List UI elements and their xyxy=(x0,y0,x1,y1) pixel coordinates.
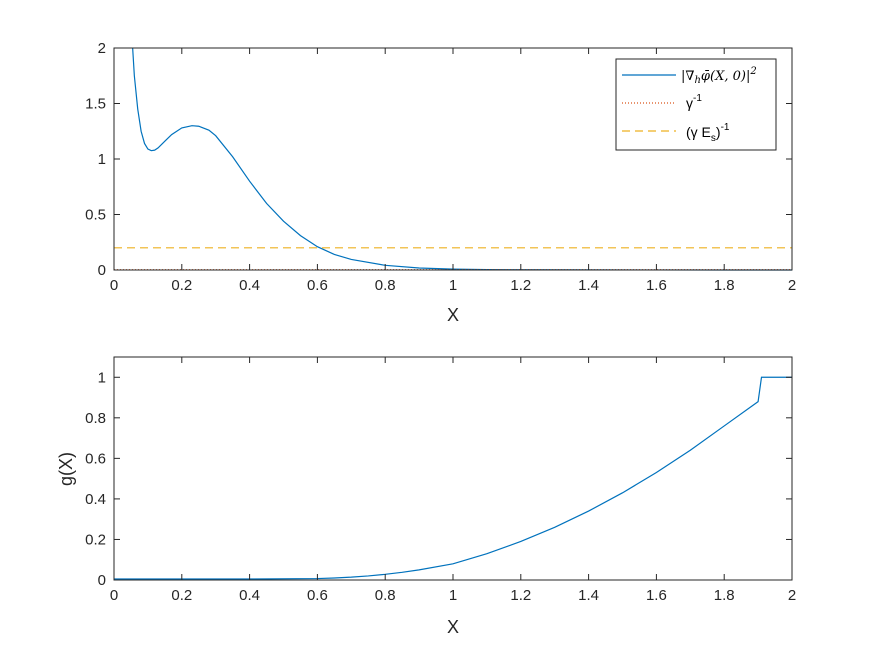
bottom-y-axis-label: g(X) xyxy=(56,452,76,486)
top-x-tick-label: 0.8 xyxy=(375,277,396,294)
legend-es-sub: s xyxy=(711,133,716,144)
top-x-tick-label: 0 xyxy=(110,277,118,294)
legend-gamma-base: γ xyxy=(686,95,693,111)
bottom-y-tick-label: 0 xyxy=(98,572,106,589)
bottom-subplot: 0 0.2 0.4 0.6 0.8 1 1.2 1.4 1.6 1.8 2 0 0.2 0.4 0.6 0.8… xyxy=(56,356,796,637)
top-x-tick-label: 1.2 xyxy=(510,277,531,294)
legend-label-gradient: |∇hφ̄(X, 0)|2 xyxy=(681,66,757,86)
legend-gamma-sup: -1 xyxy=(693,93,702,104)
bottom-ticks-group: 0 0.2 0.4 0.6 0.8 1 1.2 1.4 1.6 1.8 2 0 0.2 0.4 0.6 0.8… xyxy=(85,357,796,604)
top-x-axis-label: X xyxy=(447,305,459,325)
legend-label-gamma: γ-1 xyxy=(686,93,702,111)
top-x-tick-label: 0.4 xyxy=(239,277,260,294)
bottom-x-tick-label: 1.4 xyxy=(578,587,599,604)
bottom-x-tick-label: 0.4 xyxy=(239,587,260,604)
bottom-series-line-0 xyxy=(114,376,792,580)
top-subplot: 0 0.2 0.4 0.6 0.8 1 1.2 1.4 1.6 1.8 2 0 0.5 1 1.5 2 X |… xyxy=(85,40,796,325)
top-x-tick-label: 2 xyxy=(788,277,796,294)
top-x-tick-label: 1.4 xyxy=(578,277,599,294)
bottom-x-tick-label: 1.6 xyxy=(646,587,667,604)
top-x-tick-label: 1.6 xyxy=(646,277,667,294)
bottom-series-group xyxy=(114,376,792,580)
bottom-y-tick-label: 0.4 xyxy=(85,491,106,508)
top-y-tick-label: 1 xyxy=(98,151,106,168)
top-y-tick-label: 0.5 xyxy=(85,207,106,224)
bottom-x-axis-label: X xyxy=(447,617,459,637)
top-x-tick-label: 1.8 xyxy=(714,277,735,294)
top-y-tick-label: 2 xyxy=(98,40,106,57)
bottom-x-tick-label: 0.2 xyxy=(171,587,192,604)
legend-es-close: ) xyxy=(716,124,721,140)
bottom-x-tick-label: 0.6 xyxy=(307,587,328,604)
bottom-x-tick-label: 1.2 xyxy=(510,587,531,604)
top-x-tick-label: 0.6 xyxy=(307,277,328,294)
legend-gradient-phi: φ̄ xyxy=(701,69,711,84)
bottom-y-tick-label: 0.6 xyxy=(85,450,106,467)
legend-es-base: (γ E xyxy=(686,124,711,140)
top-y-tick-label: 0 xyxy=(98,262,106,279)
bottom-x-tick-label: 2 xyxy=(788,587,796,604)
bottom-x-tick-label: 1.8 xyxy=(714,587,735,604)
bottom-plot-area xyxy=(114,357,792,580)
bottom-x-tick-label: 0 xyxy=(110,587,118,604)
legend-gradient-sub: h xyxy=(694,75,700,86)
legend-box xyxy=(615,58,777,151)
bottom-x-tick-label: 0.8 xyxy=(375,587,396,604)
bottom-x-tick-label: 1 xyxy=(449,587,457,604)
top-x-tick-label: 0.2 xyxy=(171,277,192,294)
top-ticks-group: 0 0.2 0.4 0.6 0.8 1 1.2 1.4 1.6 1.8 2 0 0.5 1 1.5 2 xyxy=(85,40,796,294)
legend-gradient-part-1: |∇ xyxy=(681,69,694,84)
legend-es-sup: -1 xyxy=(721,122,730,133)
legend-gradient-sup: 2 xyxy=(749,66,756,77)
top-y-tick-label: 1.5 xyxy=(85,96,106,113)
top-series-line-0 xyxy=(132,47,793,271)
bottom-y-tick-label: 1 xyxy=(98,369,106,386)
top-x-tick-label: 1 xyxy=(449,277,457,294)
legend-gradient-part-2: (X, 0)| xyxy=(710,69,750,84)
bottom-y-tick-label: 0.2 xyxy=(85,531,106,548)
legend-label-es: (γ Es)-1 xyxy=(686,122,730,144)
legend: |∇hφ̄(X, 0)|2 γ-1 (γ Es)-1 xyxy=(615,58,777,151)
bottom-y-tick-label: 0.8 xyxy=(85,410,106,427)
